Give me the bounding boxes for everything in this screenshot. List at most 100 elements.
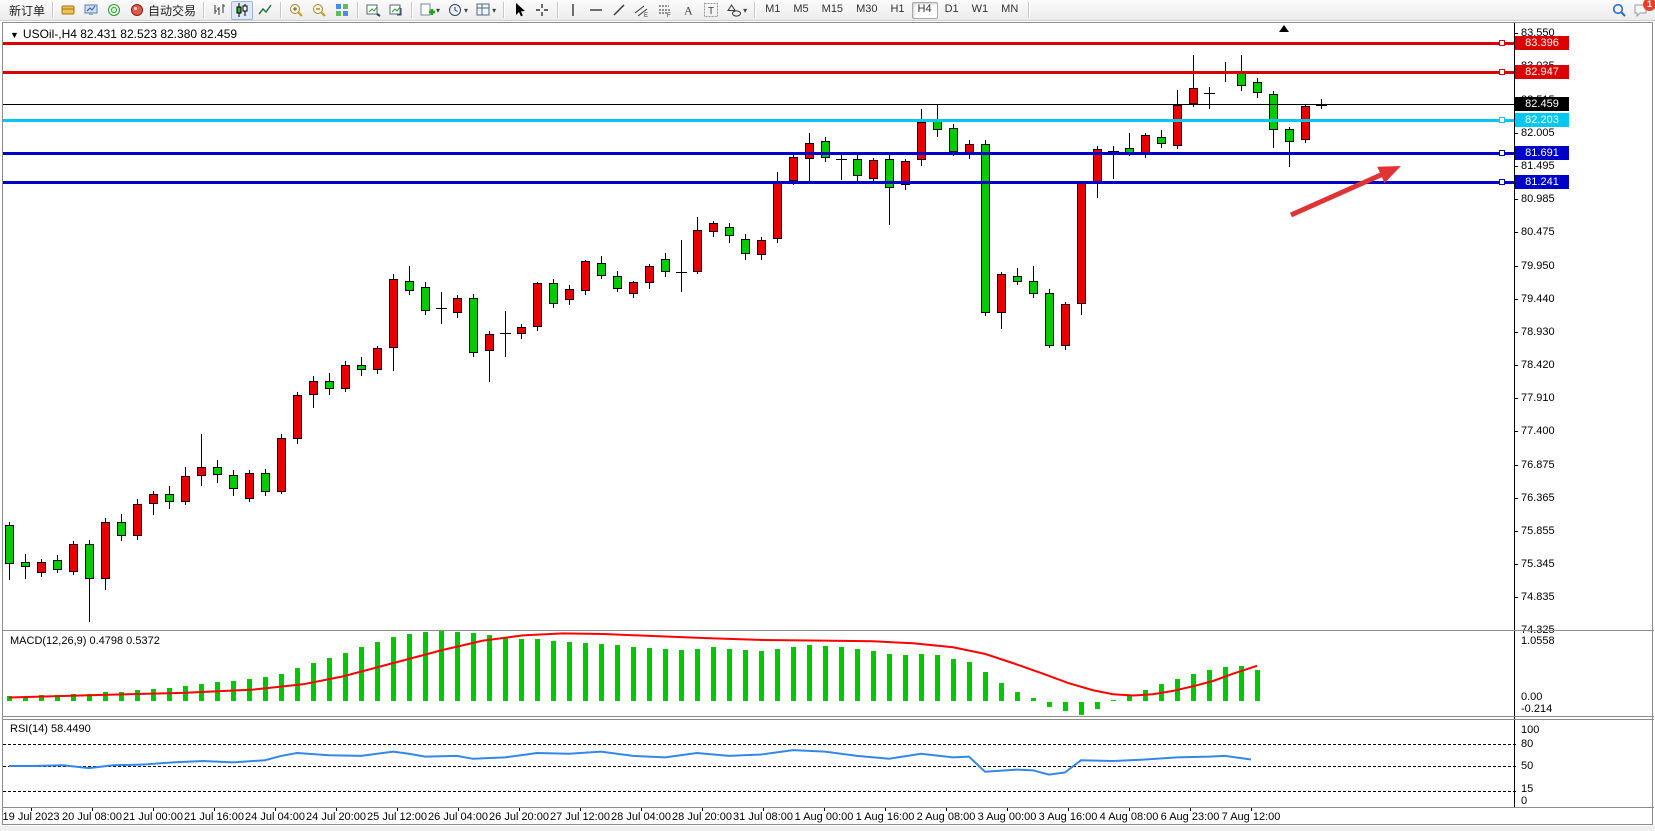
- zoom-in-button[interactable]: [285, 1, 307, 20]
- macd-histogram-bar: [679, 649, 684, 702]
- timeframe-m5-button[interactable]: M5: [793, 2, 809, 15]
- arrange-cascade-icon: [389, 4, 402, 16]
- macd-histogram-bar: [1191, 673, 1196, 702]
- candle-body: [453, 297, 462, 313]
- price-axis-label: 82.203: [1515, 113, 1569, 128]
- new-order-button[interactable]: 新订单: [9, 3, 46, 18]
- timeframe-h4-button[interactable]: H4: [911, 1, 938, 19]
- price-line-82.459: [3, 103, 1514, 105]
- search-button[interactable]: [1608, 1, 1630, 20]
- macd-histogram-bar: [103, 692, 108, 702]
- macd-histogram-bar: [647, 647, 652, 702]
- auto-trading-button[interactable]: 自动交易: [126, 1, 199, 20]
- macd-histogram-bar: [55, 694, 60, 702]
- profiles-button[interactable]: [57, 1, 79, 20]
- candle-body: [341, 365, 350, 389]
- price-tick-mark: [1514, 265, 1518, 267]
- tile-windows-button[interactable]: [331, 1, 353, 20]
- notifications-button[interactable]: 1: [1630, 0, 1655, 20]
- candle-body: [53, 560, 62, 570]
- line-chart-button[interactable]: [254, 1, 276, 20]
- line-handle[interactable]: [1499, 150, 1505, 157]
- chevron-down-icon[interactable]: ▼: [10, 30, 19, 40]
- line-handle[interactable]: [1499, 179, 1505, 186]
- candle-doji: [436, 308, 447, 310]
- timeframe-mn-button[interactable]: MN: [1001, 2, 1019, 15]
- time-tick-mark: [92, 807, 93, 811]
- candle-wick: [1113, 146, 1114, 179]
- candle-body: [549, 283, 558, 304]
- cascade-button[interactable]: [385, 1, 407, 20]
- cursor-button[interactable]: [508, 1, 530, 20]
- price-axis-line: [1514, 23, 1515, 807]
- shapes-button[interactable]: ▾: [723, 1, 750, 20]
- candle-wick: [1209, 86, 1210, 109]
- candle-wick: [1193, 55, 1194, 108]
- candle-wick: [681, 240, 682, 292]
- chart-shift-marker[interactable]: [1279, 25, 1289, 32]
- candlestick-chart-button[interactable]: [231, 0, 254, 20]
- chart-window[interactable]: ▼ USOil-,H4 82.431 82.523 82.380 82.459 8…: [2, 22, 1654, 825]
- rsi-level-line: [3, 744, 1516, 746]
- hline-icon: [590, 9, 603, 11]
- fibonacci-button[interactable]: F: [654, 1, 676, 20]
- time-axis-label: 4 Aug 08:00: [1099, 811, 1159, 823]
- time-axis-label: 19 Jul 2023: [2, 811, 60, 823]
- macd-histogram-bar: [935, 655, 940, 702]
- vertical-line-button[interactable]: [562, 1, 584, 20]
- price-tick-mark: [1514, 465, 1518, 466]
- line-handle[interactable]: [1499, 39, 1505, 46]
- candle-body: [981, 143, 990, 313]
- new-chart-button[interactable]: ▾: [416, 1, 443, 20]
- timeframe-m30-button[interactable]: M30: [856, 2, 878, 15]
- candle-body: [149, 494, 158, 504]
- time-tick-mark: [580, 807, 581, 811]
- candle-body: [693, 230, 702, 272]
- timeframe-w1-button[interactable]: W1: [971, 2, 989, 15]
- data-window-button[interactable]: [103, 1, 125, 20]
- price-line-82.947: [3, 71, 1514, 75]
- crosshair-button[interactable]: [531, 1, 553, 20]
- time-axis-label: 28 Jul 20:00: [672, 811, 732, 823]
- bar-chart-button[interactable]: [208, 1, 230, 20]
- macd-histogram-bar: [871, 651, 876, 702]
- text-label-button[interactable]: T: [700, 1, 722, 20]
- timeframe-d1-button[interactable]: D1: [944, 2, 959, 15]
- toolbar-separator: [503, 2, 505, 18]
- line-handle[interactable]: [1499, 69, 1505, 76]
- macd-histogram-bar: [1079, 701, 1084, 716]
- equidistant-channel-button[interactable]: E: [631, 1, 653, 20]
- trendline-button[interactable]: [608, 1, 630, 20]
- macd-histogram-bar: [1031, 698, 1036, 702]
- text-button[interactable]: A: [677, 1, 699, 20]
- market-watch-button[interactable]: [80, 1, 102, 20]
- candle-doji: [1108, 151, 1119, 153]
- horizontal-line-button[interactable]: [585, 1, 607, 20]
- macd-histogram-bar: [375, 641, 380, 702]
- auto-arrange-button[interactable]: [362, 1, 384, 20]
- macd-histogram-bar: [887, 653, 892, 702]
- toolbar-separator: [754, 2, 756, 18]
- price-tick-mark: [1514, 365, 1518, 366]
- price-tick-label: 78.420: [1521, 359, 1555, 371]
- candle-wick: [489, 330, 490, 383]
- timeframe-m1-button[interactable]: M1: [765, 2, 781, 15]
- candle-body: [261, 473, 270, 492]
- zoom-out-button[interactable]: [308, 1, 330, 20]
- macd-histogram-bar: [807, 645, 812, 702]
- timeframe-m15-button[interactable]: M15: [821, 2, 844, 15]
- annotation-arrow-shaft[interactable]: [1289, 171, 1385, 218]
- macd-histogram-bar: [1047, 701, 1052, 707]
- line-handle[interactable]: [1499, 117, 1505, 124]
- template-button[interactable]: ▾: [472, 1, 499, 20]
- macd-label: MACD(12,26,9) 0.4798 0.5372: [10, 635, 160, 647]
- period-button[interactable]: ▾: [444, 1, 471, 20]
- arrange-auto-icon: [366, 4, 381, 17]
- candle-wick: [889, 154, 890, 226]
- price-tick-mark: [1514, 33, 1518, 34]
- macd-histogram-bar: [919, 653, 924, 702]
- time-axis-label: 28 Jul 04:00: [611, 811, 671, 823]
- candle-body: [1029, 280, 1038, 294]
- macd-histogram-bar: [87, 693, 92, 702]
- timeframe-h1-button[interactable]: H1: [890, 2, 905, 15]
